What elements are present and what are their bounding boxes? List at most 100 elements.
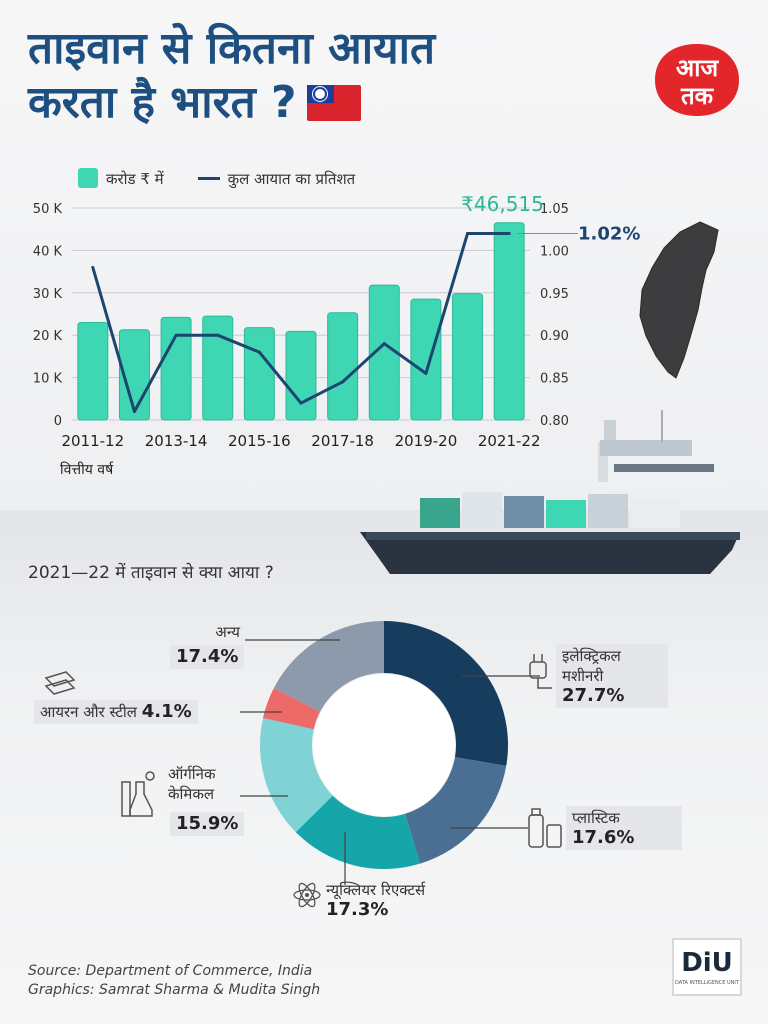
y-left-tick-label: 0 <box>54 414 62 429</box>
graphics-credit: Graphics: Samrat Sharma & Mudita Singh <box>28 982 321 998</box>
bar <box>327 312 359 421</box>
x-tick-label: 2019-20 <box>395 432 458 450</box>
label-organic-chem: ऑर्गनिक केमिकल <box>168 764 248 804</box>
line-value-label: 1.02% <box>578 223 640 244</box>
title-line-2: करता है भारत ? <box>28 77 297 128</box>
line-point <box>507 231 511 235</box>
x-tick-label: 2015-16 <box>228 432 291 450</box>
label-other: अन्य <box>200 622 240 642</box>
bar <box>493 222 525 421</box>
x-tick-label: 2017-18 <box>311 432 374 450</box>
donut-hole <box>313 674 455 816</box>
label-organic-chem-pct: 15.9% <box>170 812 245 836</box>
svg-text:आज: आज <box>676 54 720 82</box>
label-electrical: इलेक्ट्रिकल मशीनरी 27.7% <box>556 644 668 708</box>
label-plastic-pct: 17.6% <box>572 827 635 848</box>
svg-text:तक: तक <box>680 82 715 110</box>
y-right-tick-label: 1.00 <box>540 244 569 259</box>
legend-bar-label: करोड ₹ में <box>106 170 164 188</box>
donut-leaders <box>240 639 540 885</box>
atom-icon <box>293 882 321 908</box>
y-right-tick-label: 0.90 <box>540 329 569 344</box>
chart-ticks: 0 10 K 20 K 30 K 40 K 50 K 0.80 0.85 0.90 0.95 1.0… <box>33 192 641 478</box>
donut-slice <box>404 757 507 864</box>
source-text: Source: Department of Commerce, India <box>28 963 313 979</box>
bar <box>77 321 109 421</box>
label-electrical-name: इलेक्ट्रिकल मशीनरी <box>562 647 621 685</box>
line-point <box>91 265 95 269</box>
label-iron-steel-pct: 4.1% <box>141 701 192 722</box>
imports-donut-chart <box>240 621 540 885</box>
label-nuclear: न्यूक्लियर रिएक्टर्स 17.3% <box>326 880 461 920</box>
y-left-tick-label: 40 K <box>33 244 63 259</box>
legend-line-label: कुल आयात का प्रतिशत <box>227 170 356 188</box>
legend-line-swatch <box>197 177 220 180</box>
pie-section-title: 2021—22 में ताइवान से क्या आया ? <box>28 563 274 583</box>
label-nuclear-pct: 17.3% <box>326 899 389 920</box>
container-stack <box>420 492 680 528</box>
steel-bars-icon <box>44 671 76 695</box>
donut-slice <box>262 688 321 730</box>
x-tick-label: 2021-22 <box>478 432 541 450</box>
top-background <box>0 0 768 510</box>
y-right-tick-label: 1.05 <box>540 202 569 217</box>
donut-slice <box>295 795 421 869</box>
label-other-pct: 17.4% <box>170 645 245 669</box>
title-line-1: ताइवान से कितना आयात <box>28 23 436 74</box>
bar <box>160 316 192 421</box>
line-point <box>466 231 470 235</box>
label-plastic-name: प्लास्टिक <box>572 809 620 827</box>
chart-line <box>91 231 511 414</box>
donut-slice <box>384 621 509 766</box>
footer-credits: Source: Department of Commerce, India Gr… <box>28 962 320 1000</box>
diu-logo: DiU DATA INTELLIGENCE UNIT <box>672 938 742 996</box>
chart-legend: करोड ₹ में कुल आयात का प्रतिशत <box>78 168 355 189</box>
diu-logo-text: DiU <box>681 948 733 978</box>
y-right-tick-label: 0.85 <box>540 372 569 387</box>
bottle-icon <box>528 808 562 848</box>
y-left-tick-label: 10 K <box>33 372 63 387</box>
line-point <box>299 401 303 405</box>
line-point <box>341 380 345 384</box>
x-tick-label: 2013-14 <box>145 432 208 450</box>
donut-slices <box>260 621 509 869</box>
cargo-ship-icon <box>598 410 728 490</box>
y-left-tick-label: 30 K <box>33 287 63 302</box>
line-point <box>174 333 178 337</box>
line-point <box>132 410 136 414</box>
legend-bar-swatch <box>78 168 98 188</box>
line-point <box>216 333 220 337</box>
donut-slice <box>260 717 333 833</box>
taiwan-map-icon <box>639 221 719 379</box>
taiwan-flag-icon <box>306 85 361 121</box>
diu-logo-sub: DATA INTELLIGENCE UNIT <box>675 980 739 986</box>
label-electrical-pct: 27.7% <box>562 685 625 706</box>
plug-icon <box>529 654 552 689</box>
bar <box>452 293 484 421</box>
y-right-tick-label: 0.80 <box>540 414 569 429</box>
label-plastic: प्लास्टिक 17.6% <box>566 806 682 850</box>
line-point <box>257 350 261 354</box>
label-iron-steel: आयरन और स्टील 4.1% <box>34 700 198 724</box>
page-title: ताइवान से कितना आयात करता है भारत ? <box>28 22 435 130</box>
bar <box>243 327 275 421</box>
line-point <box>424 371 428 375</box>
y-left-tick-label: 50 K <box>33 202 63 217</box>
x-tick-label: 2011-12 <box>61 432 124 450</box>
label-iron-steel-name: आयरन और स्टील <box>40 703 137 721</box>
flask-icon <box>121 771 155 817</box>
label-nuclear-name: न्यूक्लियर रिएक्टर्स <box>326 881 426 899</box>
bar-value-label: ₹46,515 <box>461 192 544 216</box>
y-left-tick-label: 20 K <box>33 329 63 344</box>
donut-slice <box>273 621 384 712</box>
imports-combo-chart: 0 10 K 20 K 30 K 40 K 50 K 0.80 0.85 0.90 0.95 1.0… <box>33 192 728 490</box>
bar <box>410 298 442 421</box>
line-point <box>382 342 386 346</box>
x-axis-label: वित्तीय वर्ष <box>60 461 114 478</box>
aaj-tak-logo: आज तक <box>655 44 739 116</box>
bar <box>202 315 234 421</box>
ship-hull-icon <box>360 492 740 574</box>
label-organic-chem-name: ऑर्गनिक केमिकल <box>168 765 216 803</box>
bar <box>285 330 317 421</box>
label-other-name: अन्य <box>215 623 240 641</box>
